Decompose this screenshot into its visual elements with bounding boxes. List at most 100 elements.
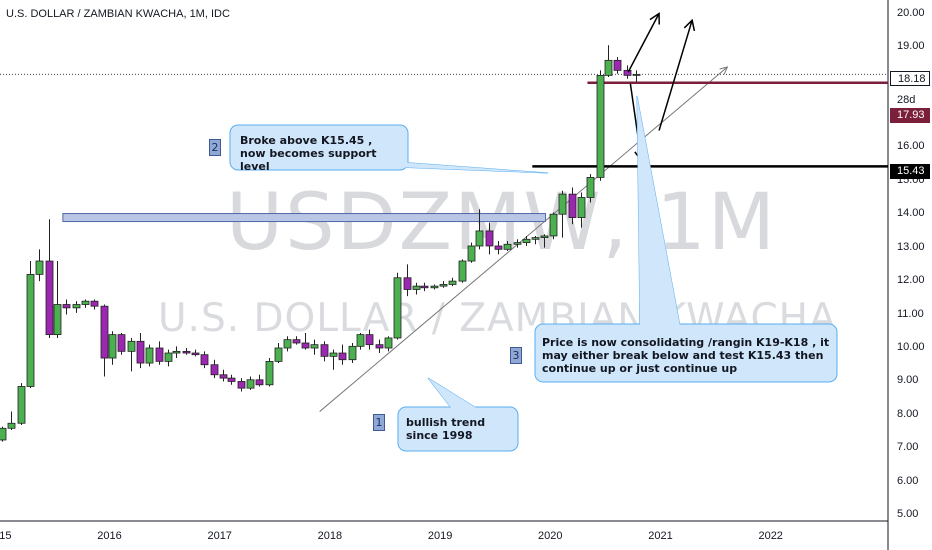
candle-body [255,379,264,386]
candle [26,261,35,389]
candle [613,56,622,74]
candle-body [549,213,558,237]
candle [522,235,531,246]
candle [439,281,448,288]
candle [503,240,512,251]
candle [365,329,374,350]
candle [301,332,310,350]
candle [145,344,154,367]
annotation-badge-3: 3 [510,347,522,364]
candle-body [420,285,429,289]
candle-body [35,260,44,275]
candle-body [127,340,136,352]
y-tick-label: 19.00 [897,39,925,52]
watermark-ticker: USDZMW, 1M [226,178,778,268]
callout-2-text: Broke above K15.45 , now becomes support… [240,134,377,173]
candle-body [301,342,310,349]
candle [117,332,126,355]
candle-body [210,364,219,376]
candle-body [458,260,467,282]
callout-3-balloon [534,323,838,383]
y-tick-label: 11.00 [897,307,924,320]
candle [475,209,484,250]
chart-title[interactable]: U.S. DOLLAR / ZAMBIAN KWACHA, 1M, IDC [6,8,230,20]
candle [513,239,522,248]
candle-body [412,285,421,290]
candle [412,282,421,295]
candle-body [155,347,164,362]
candle-body [90,300,99,307]
x-tick-label: 2015 [0,530,12,542]
candle-body [522,238,531,244]
annotation-badge-1: 1 [373,414,385,431]
resistance-zone [62,213,547,223]
candle-body [274,347,283,362]
candle [191,349,200,357]
candle-body [72,304,81,309]
candle [90,299,99,310]
candle-body [475,230,484,247]
candle [393,272,402,340]
candle [219,369,228,382]
callout-2-balloon [229,124,409,171]
candle-body [0,427,7,441]
y-tick-label: 12.00 [897,274,925,287]
candle [53,261,62,338]
candle-body [448,280,457,285]
candle-body [292,339,301,344]
candle-body [375,344,384,349]
candle [35,249,44,282]
candle [227,374,236,385]
candle [210,359,219,379]
candle [7,411,16,430]
candle-body [356,334,365,347]
support-level-tag: 15.43 [890,164,930,179]
candle-body [182,350,191,354]
candle [17,383,26,425]
candle-body [430,285,439,289]
candle-body [283,339,292,349]
candle [155,341,164,365]
candle-body [145,347,154,364]
candle [283,336,292,352]
candle-body [540,235,549,239]
candle [136,332,145,369]
y-tick-label: 8.00 [897,407,919,420]
candle [586,174,595,203]
candle-body [531,237,540,240]
projection-arrow [627,13,660,73]
candle [384,336,393,352]
candle [172,346,181,359]
candle [310,339,319,355]
candle [320,341,329,362]
candle-body [81,300,90,305]
candle-body [108,334,117,359]
candle-body [494,245,503,250]
y-tick-label: 20.00 [897,6,925,19]
candle [348,342,357,364]
candle [403,264,412,297]
candle [72,301,81,313]
x-tick-label: 2020 [538,530,563,542]
candle [420,282,429,292]
candle [255,374,264,387]
y-tick-label: 13.00 [897,240,925,253]
candle-body [26,274,35,387]
candle-body [329,352,338,357]
candle [292,336,301,345]
candle [164,349,173,367]
candle-body [45,260,54,336]
callout-3-tail-cover [637,96,680,326]
candle-body [53,304,62,336]
candle-body [265,360,274,386]
candle-body [136,340,145,364]
x-tick-label: 2021 [648,530,673,542]
candle-body [467,245,476,262]
x-tick-label: 2018 [317,530,343,542]
candle [274,342,283,364]
candle [558,190,567,238]
callout-1-tail-cover [428,378,478,409]
y-tick-label: 10.00 [897,341,925,353]
